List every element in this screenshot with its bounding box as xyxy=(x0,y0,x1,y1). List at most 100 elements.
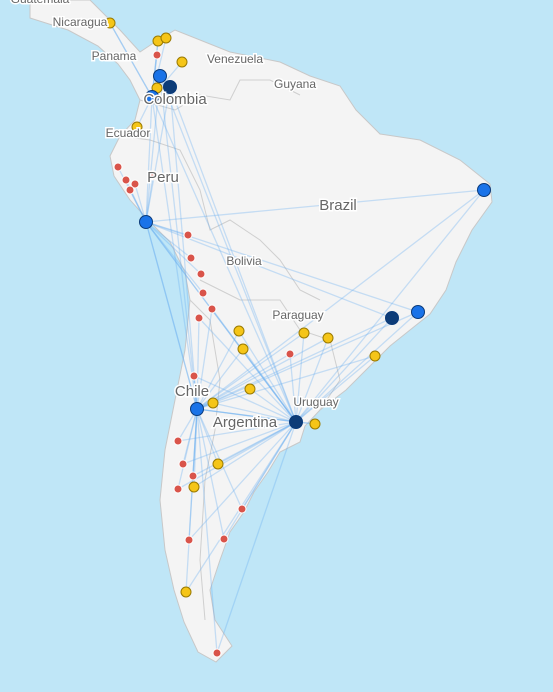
country-label: Uruguay xyxy=(293,395,338,409)
route xyxy=(145,221,297,423)
route xyxy=(295,355,376,423)
airport-small xyxy=(186,253,196,263)
route xyxy=(196,337,329,410)
route xyxy=(109,22,153,98)
route xyxy=(182,408,198,465)
country-label: Paraguay xyxy=(272,308,323,322)
route xyxy=(145,221,297,423)
airport-small xyxy=(194,313,204,323)
route xyxy=(295,317,393,423)
country-label: Panama xyxy=(92,49,137,63)
route xyxy=(196,408,297,423)
route xyxy=(145,221,198,410)
route xyxy=(192,421,297,477)
route xyxy=(216,421,297,654)
airport-medium xyxy=(322,332,334,344)
route xyxy=(145,175,154,223)
airport-medium xyxy=(180,586,192,598)
route xyxy=(196,317,200,410)
airport-small xyxy=(178,459,188,469)
airport-medium xyxy=(298,327,310,339)
airport-small xyxy=(189,371,199,381)
airport-medium xyxy=(104,17,116,29)
airport-small xyxy=(173,436,183,446)
route xyxy=(196,388,251,410)
route xyxy=(159,75,198,410)
route xyxy=(182,421,297,465)
airport-hub xyxy=(153,69,167,83)
airport-medium xyxy=(309,418,321,430)
route xyxy=(193,375,297,423)
airport-small xyxy=(219,534,229,544)
airport-medium xyxy=(188,481,200,493)
route xyxy=(196,355,376,410)
route xyxy=(109,22,153,98)
airport-hub xyxy=(190,402,204,416)
airport-small xyxy=(184,535,194,545)
airport-small xyxy=(183,230,193,240)
route xyxy=(145,96,153,223)
country-label: Colombia xyxy=(143,91,207,108)
route xyxy=(295,332,305,423)
airport-hub xyxy=(385,311,399,325)
border xyxy=(189,299,221,621)
airport-small xyxy=(130,179,140,189)
route xyxy=(196,348,244,410)
route xyxy=(196,317,393,410)
route xyxy=(295,311,419,423)
airport-small xyxy=(196,269,206,279)
airport-hub xyxy=(477,183,491,197)
country-label: Venezuela xyxy=(207,52,263,66)
airport-small xyxy=(173,484,183,494)
airport-hub xyxy=(145,90,159,104)
airport-medium xyxy=(176,56,188,68)
route xyxy=(177,421,297,490)
country-label: Brazil xyxy=(319,197,357,214)
labels: Guatemala Nicaragua Panama Venezuela Guyana C… xyxy=(9,0,358,432)
route xyxy=(295,189,485,423)
land xyxy=(29,0,493,663)
airport-small xyxy=(285,349,295,359)
route xyxy=(196,408,297,423)
route xyxy=(169,86,297,423)
airport-small xyxy=(188,471,198,481)
country-label: Nicaragua xyxy=(53,15,108,29)
route xyxy=(192,408,198,477)
airport-small xyxy=(121,175,131,185)
airport-medium xyxy=(131,121,143,133)
airport-small xyxy=(148,171,158,181)
airport-small xyxy=(212,648,222,658)
route xyxy=(151,96,297,423)
airport-small xyxy=(125,185,135,195)
airport-small xyxy=(198,288,208,298)
airport-medium xyxy=(212,458,224,470)
routes xyxy=(109,22,485,654)
route xyxy=(196,311,419,410)
country-label: Ecuador xyxy=(106,126,151,140)
airport-small xyxy=(113,162,123,172)
route xyxy=(249,388,297,423)
route xyxy=(211,308,297,423)
airports xyxy=(104,17,491,658)
airport-hub xyxy=(139,215,153,229)
country-label: Bolivia xyxy=(226,254,262,268)
airport-hub xyxy=(163,80,177,94)
route xyxy=(241,421,297,510)
border xyxy=(119,135,321,301)
route xyxy=(242,348,297,423)
border xyxy=(139,79,301,111)
route xyxy=(169,86,198,410)
route xyxy=(145,221,192,259)
airport-small xyxy=(207,304,217,314)
route xyxy=(295,337,329,423)
route xyxy=(217,421,297,465)
route xyxy=(289,353,297,423)
route xyxy=(185,408,198,593)
airport-medium xyxy=(207,397,219,409)
airport-medium xyxy=(369,350,381,362)
route xyxy=(196,408,218,654)
route xyxy=(145,189,485,223)
airport-medium xyxy=(244,383,256,395)
